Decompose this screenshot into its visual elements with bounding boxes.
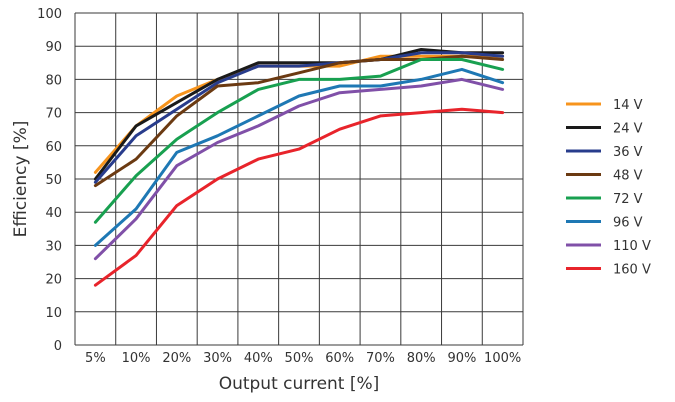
legend-label: 48 V bbox=[613, 169, 643, 184]
y-tick-label: 80 bbox=[45, 73, 62, 88]
x-tick-label: 30% bbox=[203, 351, 232, 366]
x-tick-label: 40% bbox=[244, 351, 273, 366]
y-tick-label: 50 bbox=[45, 173, 62, 188]
y-tick-label: 0 bbox=[54, 339, 62, 354]
y-tick-label: 60 bbox=[45, 140, 62, 155]
y-tick-label: 100 bbox=[37, 7, 62, 22]
x-tick-label: 70% bbox=[366, 351, 395, 366]
legend: 14 V 24 V 36 V 48 V 72 V 96 V 110 V 160 V bbox=[566, 98, 651, 278]
x-tick-label: 10% bbox=[122, 351, 151, 366]
x-tick-label: 5% bbox=[85, 351, 106, 366]
legend-label: 36 V bbox=[613, 145, 643, 160]
legend-label: 160 V bbox=[613, 263, 651, 278]
series-line-72v bbox=[93, 58, 505, 224]
legend-label: 14 V bbox=[613, 98, 643, 113]
x-axis-label: Output current [%] bbox=[219, 374, 380, 394]
y-tick-label: 90 bbox=[45, 40, 62, 55]
x-tick-label: 90% bbox=[447, 351, 476, 366]
series-line-110v bbox=[93, 77, 505, 261]
x-tick-label: 20% bbox=[162, 351, 191, 366]
x-axis-ticks: 5% 10% 20% 30% 40% 50% 60% 70% 80% 90% 100% bbox=[85, 351, 521, 366]
legend-label: 72 V bbox=[613, 192, 643, 207]
x-tick-label: 50% bbox=[285, 351, 314, 366]
series-line-96v bbox=[93, 67, 505, 247]
y-axis-label: Efficiency [%] bbox=[11, 121, 31, 238]
x-tick-label: 60% bbox=[325, 351, 354, 366]
series-line-24v bbox=[93, 48, 505, 181]
legend-label: 24 V bbox=[613, 122, 643, 137]
series-line-36v bbox=[93, 51, 505, 184]
y-tick-label: 20 bbox=[45, 273, 62, 288]
legend-label: 110 V bbox=[613, 239, 651, 254]
legend-label: 96 V bbox=[613, 216, 643, 231]
x-tick-label: 100% bbox=[484, 351, 521, 366]
y-tick-label: 10 bbox=[45, 306, 62, 321]
y-axis-ticks: 0 10 20 30 40 50 60 70 80 90 100 bbox=[37, 7, 62, 354]
y-tick-label: 70 bbox=[45, 107, 62, 122]
series-line-160v bbox=[93, 107, 505, 287]
y-tick-label: 30 bbox=[45, 239, 62, 254]
x-tick-label: 80% bbox=[407, 351, 436, 366]
y-tick-label: 40 bbox=[45, 206, 62, 221]
series-lines bbox=[93, 48, 505, 287]
